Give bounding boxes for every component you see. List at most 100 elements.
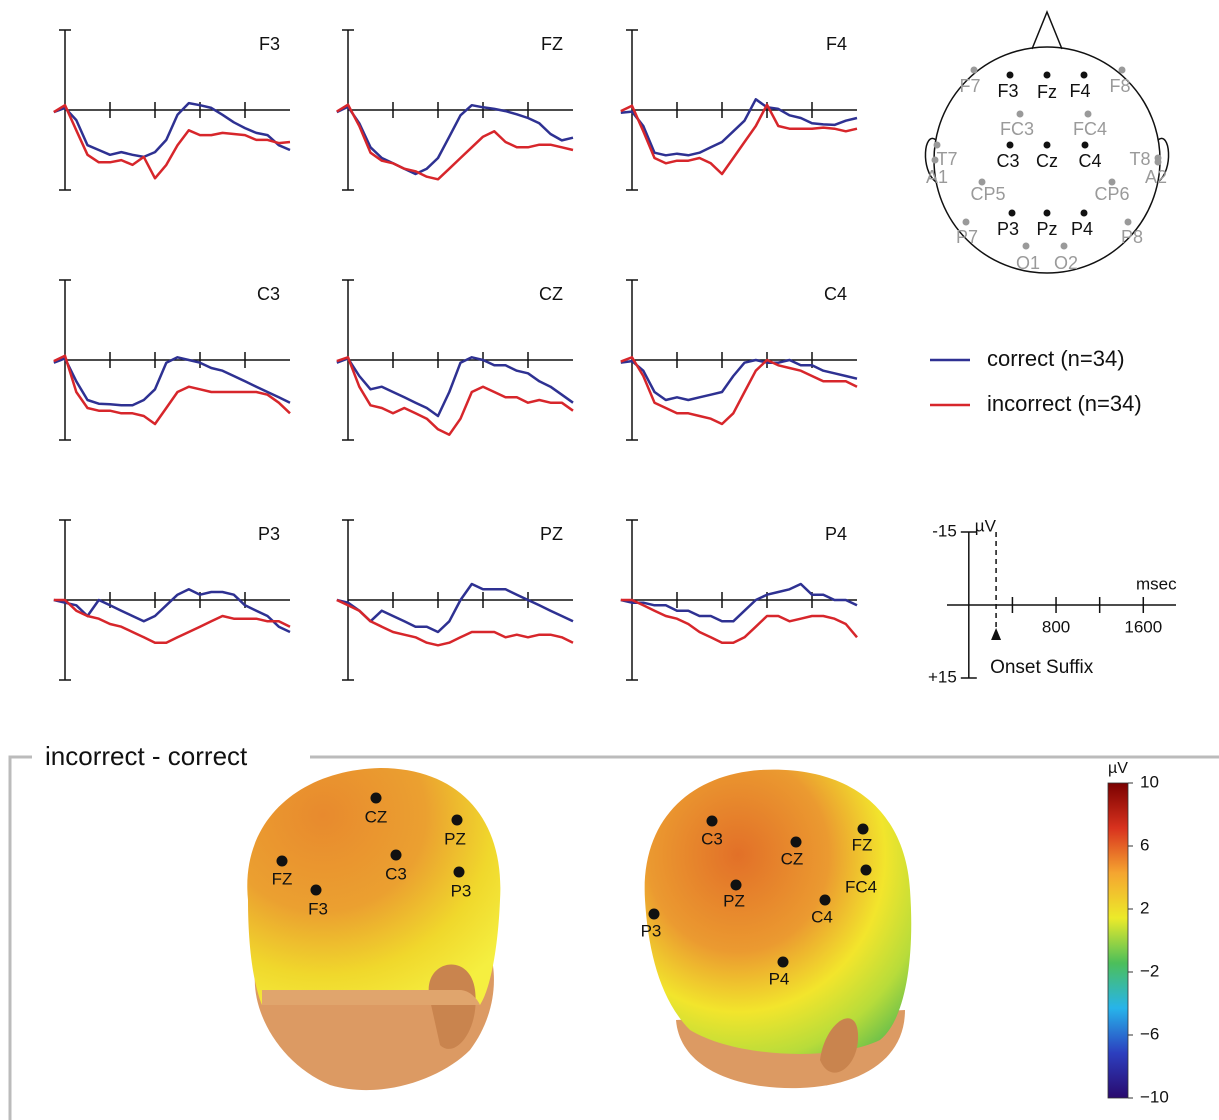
erp-line (621, 105, 857, 174)
panel-title: PZ (540, 524, 563, 544)
electrode-dot (1125, 219, 1132, 226)
x-tick-label: 800 (1042, 617, 1070, 636)
topo-electrode-label: F3 (308, 899, 328, 918)
erp-line (621, 357, 857, 424)
onset-arrow (991, 628, 1001, 640)
electrode-dot (1119, 67, 1126, 74)
erp-line (337, 357, 573, 416)
electrode-dot (1007, 72, 1014, 79)
colorbar-unit: µV (1108, 760, 1128, 777)
electrode-label: CP6 (1094, 184, 1129, 204)
electrode-dot (963, 219, 970, 226)
erp-panel: PZ (337, 520, 573, 680)
electrode-label: P7 (956, 227, 978, 247)
electrode-dot (1081, 210, 1088, 217)
electrode-dot (1085, 111, 1092, 118)
electrode-label: CP5 (970, 184, 1005, 204)
topo-electrode-label: P3 (451, 881, 472, 900)
topo-electrode-label: FZ (852, 835, 873, 854)
electrode-label: A1 (926, 167, 948, 187)
electrode-label: P3 (997, 219, 1019, 239)
colorbar-tick-label: −6 (1140, 1024, 1159, 1043)
topo-electrode (277, 856, 288, 867)
electrode-dot (1023, 243, 1030, 250)
figure: incorrect - correct F3FZF4C3CZC4P3PZP4co… (0, 0, 1219, 1120)
panel-title: P3 (258, 524, 280, 544)
legend-label: incorrect (n=34) (987, 391, 1142, 416)
panel-title: F3 (259, 34, 280, 54)
electrode-dot (1044, 142, 1051, 149)
electrode-dot (1061, 243, 1068, 250)
electrode-label: A2 (1145, 167, 1167, 187)
topo-electrode-label: P3 (641, 921, 662, 940)
topo-electrode (391, 850, 402, 861)
electrode-label: O1 (1016, 253, 1040, 273)
colorbar-tick-label: 2 (1140, 898, 1149, 917)
electrode-dot (934, 142, 941, 149)
topo-electrode-label: C4 (811, 907, 833, 926)
topo-electrode (861, 865, 872, 876)
erp-line (54, 589, 290, 632)
electrode-dot (1081, 72, 1088, 79)
electrode-dot (932, 157, 939, 164)
electrode-dot (1082, 142, 1089, 149)
topo-electrode-label: CZ (365, 807, 388, 826)
electrode-dot (1044, 210, 1051, 217)
electrode-label: Pz (1036, 219, 1057, 239)
topo-electrode (791, 837, 802, 848)
colorbar-tick-label: 10 (1140, 772, 1159, 791)
panel-title: C4 (824, 284, 847, 304)
erp-line (337, 105, 573, 180)
erp-line (337, 584, 573, 632)
erp-panel: C3 (54, 280, 290, 440)
panel-title: F4 (826, 34, 847, 54)
colorbar-tick-label: 6 (1140, 835, 1149, 854)
electrode-dot (1155, 159, 1162, 166)
electrode-label: C3 (996, 151, 1019, 171)
topo-electrode-label: P4 (769, 969, 790, 988)
electrode-label: F3 (997, 81, 1018, 101)
panel-title: P4 (825, 524, 847, 544)
topo-electrode (707, 816, 718, 827)
topo-electrode-label: FZ (272, 869, 293, 888)
colorbar (1108, 783, 1128, 1098)
electrode-dot (1009, 210, 1016, 217)
electrode-dot (1007, 142, 1014, 149)
electrode-label: Fz (1037, 82, 1057, 102)
erp-line (54, 600, 290, 643)
electrode-label: FC4 (1073, 119, 1107, 139)
panel-title: CZ (539, 284, 563, 304)
panel-title: C3 (257, 284, 280, 304)
topo-electrode (371, 793, 382, 804)
erp-line (54, 356, 290, 424)
electrode-label: C4 (1078, 151, 1101, 171)
onset-label: Onset Suffix (990, 657, 1094, 678)
topo-electrode-label: PZ (444, 829, 466, 848)
erp-panel: F3 (54, 30, 290, 190)
y-tick-label: -15 (932, 521, 957, 540)
erp-line (54, 105, 290, 178)
electrode-label: F7 (959, 76, 980, 96)
topo-electrode-label: C3 (385, 864, 407, 883)
electrode-label: F8 (1109, 76, 1130, 96)
topo-electrode-label: C3 (701, 829, 723, 848)
y-tick-label: +15 (928, 667, 957, 686)
x-tick-label: 1600 (1124, 617, 1162, 636)
topo-electrode-label: CZ (781, 849, 804, 868)
electrode-label: O2 (1054, 253, 1078, 273)
erp-panel: F4 (621, 30, 857, 190)
topo-electrode (820, 895, 831, 906)
electrode-label: F4 (1069, 81, 1090, 101)
erp-panel: FZ (337, 30, 573, 190)
topo-electrode-label: FC4 (845, 877, 877, 896)
y-axis-label: µV (975, 516, 997, 535)
electrode-label: P8 (1121, 227, 1143, 247)
topo-electrode (778, 957, 789, 968)
erp-line (337, 600, 573, 645)
head-right (645, 770, 912, 1089)
electrode-dot (1044, 72, 1051, 79)
electrode-dot (1017, 111, 1024, 118)
erp-line (54, 103, 290, 157)
topo-electrode-label: PZ (723, 891, 745, 910)
electrode-label: T7 (936, 149, 957, 169)
